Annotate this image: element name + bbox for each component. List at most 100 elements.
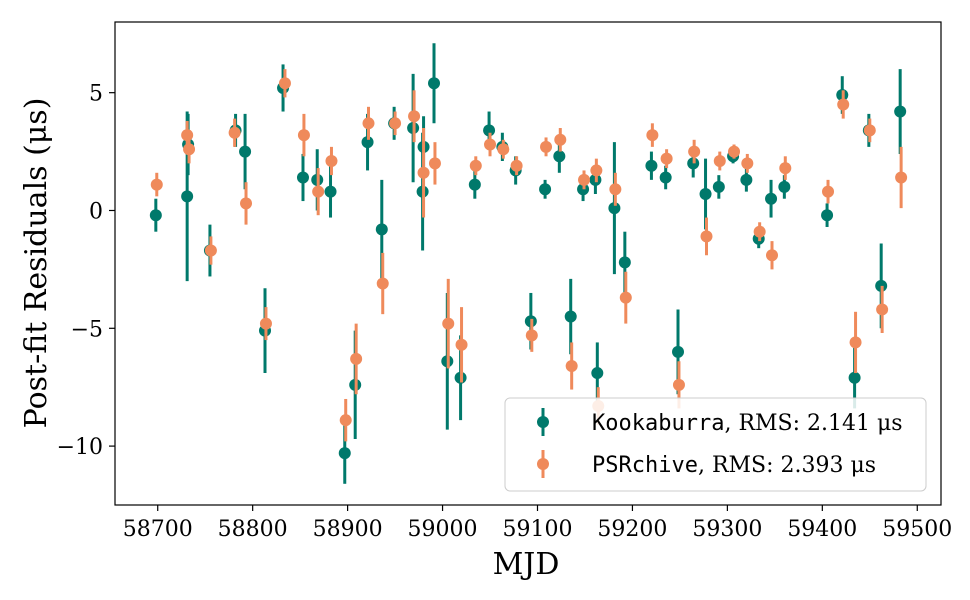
- data-point: [728, 145, 741, 158]
- data-point: [618, 256, 631, 269]
- data-point: [239, 145, 252, 158]
- legend-entry-kookaburra: Kookaburra, RMS: 2.141 μs: [592, 411, 903, 436]
- y-tick-label: 5: [89, 82, 103, 107]
- y-tick-label: −5: [71, 317, 103, 342]
- data-point: [339, 414, 352, 427]
- data-point: [417, 166, 430, 179]
- x-tick-label: 59500: [882, 517, 952, 542]
- data-point: [779, 162, 792, 175]
- data-point: [672, 378, 685, 391]
- data-point: [150, 178, 163, 191]
- x-tick-label: 59300: [692, 517, 762, 542]
- data-point: [778, 180, 791, 193]
- legend-marker-kookaburra: [537, 408, 549, 436]
- legend-marker-psrchive: [537, 450, 549, 478]
- data-point: [428, 157, 441, 170]
- data-point: [659, 171, 672, 184]
- data-point: [228, 126, 241, 139]
- data-point: [338, 447, 351, 460]
- data-point: [442, 317, 455, 330]
- data-point: [181, 190, 194, 203]
- data-point: [455, 338, 468, 351]
- data-point: [408, 110, 421, 123]
- data-point: [821, 209, 834, 222]
- data-point: [484, 138, 497, 151]
- plot-layer: [149, 43, 908, 484]
- y-axis: 5 0 −5 −10: [57, 82, 115, 460]
- x-axis: 58700 58800 58900 59000 59100 59200 59300 59400…: [123, 505, 952, 542]
- data-point: [646, 129, 659, 142]
- data-point: [497, 143, 510, 156]
- data-point: [204, 244, 217, 257]
- legend-name-psrchive: PSRchive: [592, 453, 698, 478]
- data-point: [713, 155, 726, 168]
- data-point: [296, 171, 309, 184]
- data-point: [849, 336, 862, 349]
- data-point: [361, 136, 374, 149]
- data-point: [848, 371, 861, 384]
- data-point: [699, 187, 712, 200]
- data-point: [540, 140, 553, 153]
- legend: Kookaburra, RMS: 2.141 μs PSRchive, RMS:…: [504, 397, 927, 492]
- data-point: [876, 303, 889, 316]
- data-point: [183, 143, 196, 156]
- x-tick-label: 59000: [408, 517, 478, 542]
- legend-box: [504, 397, 927, 492]
- data-point: [578, 173, 591, 186]
- data-point: [149, 209, 162, 222]
- data-point: [312, 185, 325, 198]
- data-point: [895, 171, 908, 184]
- data-point: [741, 157, 754, 170]
- data-point: [376, 277, 389, 290]
- legend-rms-kookaburra: , RMS: 2.141 μs: [724, 411, 902, 436]
- data-point: [297, 129, 310, 142]
- data-point: [712, 180, 725, 193]
- x-tick-label: 58700: [123, 517, 193, 542]
- y-tick-label: 0: [89, 199, 103, 224]
- data-point: [259, 317, 272, 330]
- data-point: [660, 152, 673, 165]
- x-tick-label: 58800: [218, 517, 288, 542]
- data-point: [609, 183, 622, 196]
- legend-name-kookaburra: Kookaburra: [592, 411, 724, 436]
- data-point: [645, 159, 658, 172]
- x-tick-label: 59200: [597, 517, 667, 542]
- data-point: [525, 329, 538, 342]
- y-tick-label: −10: [57, 435, 103, 460]
- x-tick-label: 59100: [502, 517, 572, 542]
- data-point: [591, 367, 604, 380]
- x-axis-title: MJD: [493, 547, 560, 582]
- data-point: [324, 185, 337, 198]
- legend-entry-psrchive: PSRchive, RMS: 2.393 μs: [592, 453, 876, 478]
- x-tick-label: 58900: [313, 517, 383, 542]
- data-point: [554, 133, 567, 146]
- data-point: [564, 310, 577, 323]
- data-point: [469, 159, 482, 172]
- data-point: [325, 155, 338, 168]
- data-point: [766, 249, 779, 262]
- data-point: [539, 183, 552, 196]
- data-point: [468, 178, 481, 191]
- data-point: [590, 164, 603, 177]
- data-point: [863, 124, 876, 137]
- legend-rms-psrchive: , RMS: 2.393 μs: [698, 453, 876, 478]
- series-kookaburra: [149, 43, 907, 484]
- data-point: [740, 173, 753, 186]
- data-point: [822, 185, 835, 198]
- x-tick-label: 59400: [787, 517, 857, 542]
- data-point: [240, 197, 253, 210]
- y-axis-title: Post-fit Residuals (μs): [19, 98, 54, 429]
- series-psrchive: [150, 69, 908, 442]
- data-point: [765, 192, 778, 205]
- data-point: [672, 345, 685, 358]
- data-point: [837, 98, 850, 111]
- data-point: [510, 159, 523, 172]
- data-point: [181, 129, 194, 142]
- data-point: [350, 352, 363, 365]
- data-point: [362, 117, 375, 130]
- data-point: [375, 223, 388, 236]
- data-point: [553, 150, 566, 163]
- data-point: [700, 230, 713, 243]
- data-point: [428, 77, 441, 90]
- data-point: [753, 225, 766, 238]
